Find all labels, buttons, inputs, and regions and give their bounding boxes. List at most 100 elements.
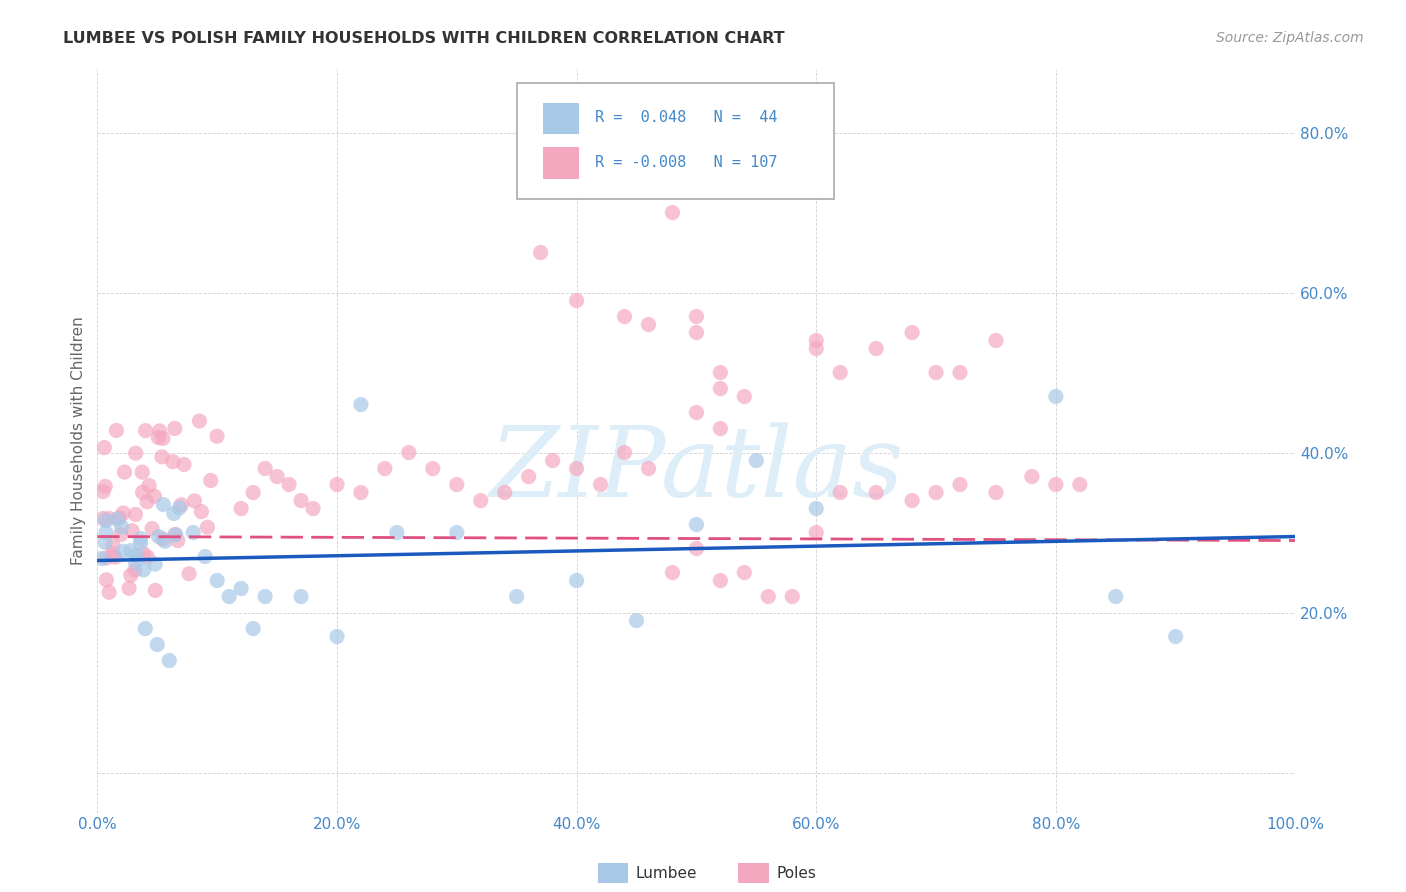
Point [143,489,166,503]
Point [93,511,115,525]
Point [229,582,252,596]
Point [446,477,468,491]
Point [745,453,768,467]
Point [685,517,707,532]
Point [637,318,659,332]
Y-axis label: Family Households with Children: Family Households with Children [72,316,86,565]
Point [709,366,731,380]
Point [385,525,408,540]
Point [205,574,228,588]
Point [830,366,852,380]
Point [136,495,159,509]
Point [129,536,152,550]
Point [709,421,731,435]
Point [422,461,444,475]
Point [143,557,166,571]
Point [1045,477,1067,491]
Point [589,477,612,491]
Point [1069,477,1091,491]
FancyBboxPatch shape [543,147,579,178]
Point [242,485,264,500]
Point [131,465,153,479]
Point [685,541,707,556]
Point [1021,469,1043,483]
Point [93,441,115,455]
Point [218,590,240,604]
Point [1045,390,1067,404]
Point [949,477,972,491]
Point [163,421,186,435]
Point [254,590,277,604]
Text: Source: ZipAtlas.com: Source: ZipAtlas.com [1216,31,1364,45]
Point [124,555,146,569]
Point [865,485,887,500]
Point [120,543,142,558]
Point [152,532,174,546]
Point [350,398,373,412]
Point [169,500,191,515]
Point [141,522,163,536]
Point [517,469,540,483]
Point [98,585,121,599]
Point [613,310,636,324]
Point [101,547,124,561]
Point [925,485,948,500]
Point [685,326,707,340]
Point [97,511,120,525]
Point [925,366,948,380]
Point [132,547,155,561]
Point [94,514,117,528]
Point [188,414,211,428]
Point [626,614,648,628]
Point [984,334,1007,348]
Point [120,568,142,582]
Point [94,535,117,549]
Point [733,566,755,580]
Point [96,573,118,587]
Point [613,445,636,459]
Point [101,538,124,552]
Point [326,477,349,491]
Point [661,566,683,580]
Point [143,583,166,598]
Point [94,525,117,540]
Point [105,512,128,526]
Point [1105,590,1128,604]
Point [350,485,373,500]
Point [94,479,117,493]
Point [865,342,887,356]
Point [181,525,204,540]
Point [1164,630,1187,644]
Point [494,485,516,500]
Text: ZIPatlas: ZIPatlas [489,423,904,518]
Point [374,461,396,475]
Point [197,520,219,534]
Point [190,505,212,519]
Point [135,424,157,438]
Point [326,630,349,644]
Point [290,590,312,604]
Point [129,532,152,546]
Point [163,507,186,521]
Point [200,474,222,488]
Point [709,574,731,588]
Point [637,461,659,475]
Point [530,245,553,260]
Point [152,431,174,445]
Point [90,551,112,566]
FancyBboxPatch shape [543,103,579,134]
Point [165,527,187,541]
Point [470,493,492,508]
Point [167,533,190,548]
Point [124,446,146,460]
Text: LUMBEE VS POLISH FAMILY HOUSEHOLDS WITH CHILDREN CORRELATION CHART: LUMBEE VS POLISH FAMILY HOUSEHOLDS WITH … [63,31,785,46]
Point [112,544,135,558]
Point [302,501,325,516]
Text: Lumbee: Lumbee [636,866,697,880]
Point [91,484,114,499]
Point [565,574,588,588]
Point [94,551,117,566]
Point [155,534,177,549]
Point [505,590,527,604]
Point [685,310,707,324]
